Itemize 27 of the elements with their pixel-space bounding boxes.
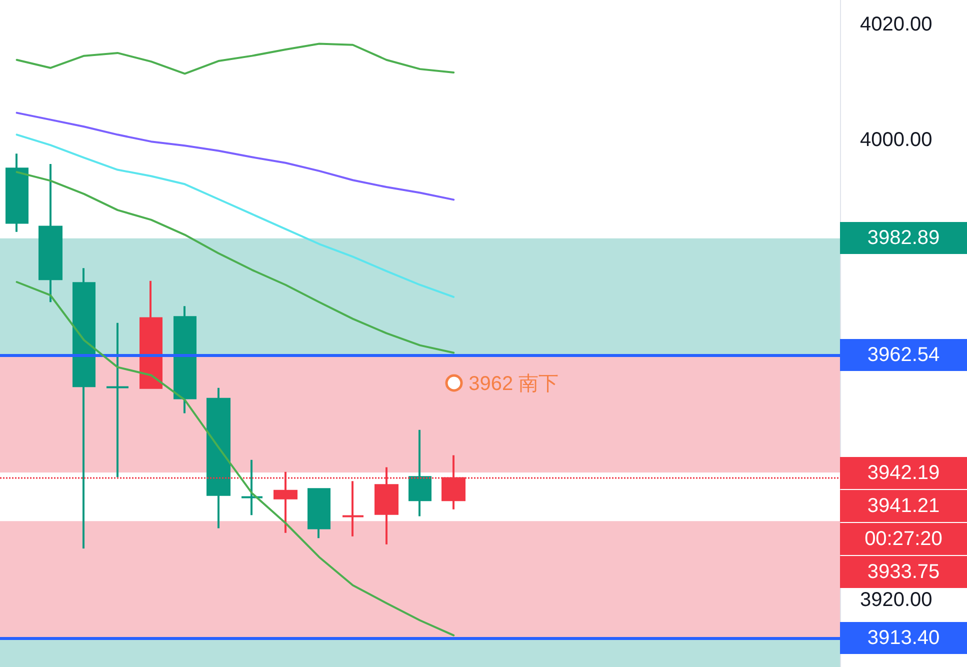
candlestick [206, 386, 230, 530]
band-label: 3982.89 [840, 222, 967, 254]
candlestick [408, 428, 432, 518]
text: 00:27:20 [840, 522, 967, 555]
candlestick [106, 322, 130, 478]
ref-line-label: 3941.21 [840, 490, 967, 522]
ref-line-label: 3962.54 [840, 339, 967, 372]
annotation: 3962 南下 [468, 373, 559, 396]
line-series [16, 112, 455, 201]
band-label: 3933.75 [840, 556, 967, 588]
candlestick [6, 152, 28, 233]
ref-line-label: 3913.40 [840, 622, 967, 654]
candlestick [38, 163, 62, 304]
y-tick-label: 3920.00 [860, 589, 932, 612]
line-series [16, 42, 455, 75]
candlestick [342, 480, 364, 538]
line-series [16, 134, 455, 298]
y-tick-label: 4000.00 [860, 128, 932, 151]
line-series [16, 171, 455, 354]
line-series [16, 280, 455, 636]
candlestick [308, 488, 330, 540]
candlestick [140, 280, 162, 389]
candlestick [174, 305, 196, 414]
candlestick [72, 267, 96, 550]
band-label: 3942.19 [840, 456, 967, 489]
y-tick-label: 4020.00 [860, 14, 932, 36]
candlestick [240, 458, 264, 516]
